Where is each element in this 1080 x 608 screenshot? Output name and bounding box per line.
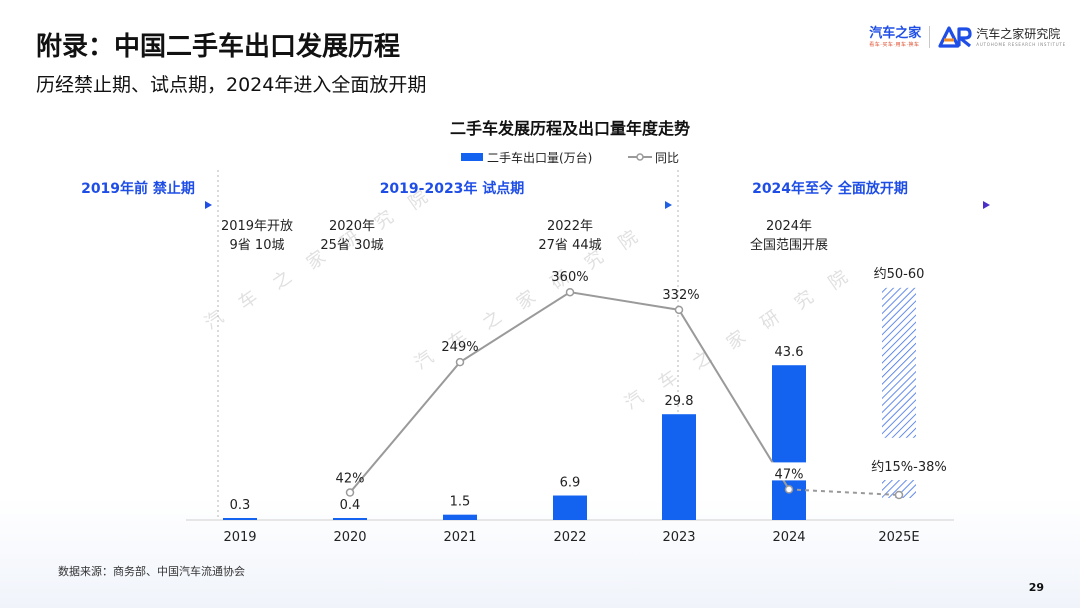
yoy-value-label: 42%	[336, 472, 365, 487]
legend-line-label: 同比	[655, 151, 679, 165]
bar-value-label: 29.8	[665, 394, 694, 409]
yoy-estimate-line	[788, 488, 900, 496]
annotation-text: 25省 30城	[320, 238, 383, 253]
x-tick-label: 2023	[662, 530, 695, 545]
watermark-char: 研	[757, 307, 784, 335]
bar-estimate-lower-2025E	[882, 480, 916, 498]
background-decoration	[0, 498, 1080, 608]
annotation-text: 全国范围开展	[750, 237, 828, 253]
chart-legend: 二手车出口量(万台) 同比	[461, 150, 679, 165]
x-tick-label: 2021	[443, 530, 476, 545]
yoy-point-2024	[784, 485, 794, 494]
phase-label-3: 2024年至今 全面放开期	[752, 180, 908, 197]
bar-2022	[553, 495, 587, 520]
watermark-char: 之	[689, 347, 716, 375]
x-tick-label: 2019	[223, 530, 256, 545]
yoy-value-label: 332%	[662, 288, 699, 303]
yoy-point-2020	[345, 488, 355, 497]
annotation-text: 2024年	[766, 219, 812, 234]
annotation-text: 9省 10城	[230, 238, 285, 253]
bar-2019	[223, 518, 257, 520]
bar-value-label: 6.9	[560, 476, 581, 491]
phase-label-1: 2019年前 禁止期	[81, 180, 195, 197]
phase-label-2: 2019-2023年 试点期	[380, 180, 525, 197]
watermark-char: 院	[615, 227, 642, 255]
phase-timeline: 2019年前 禁止期 2019-2023年 试点期 2024年至今 全面放开期	[64, 170, 990, 520]
phase-annotations: 2019年开放 9省 10城 2020年 25省 30城 2022年 27省 44城 202…	[221, 219, 828, 253]
bar-2020	[333, 518, 367, 520]
brand-logos: 汽车之家 看车·买车·用车·换车 汽车之家研究院 AUTOHOME RESEAR…	[869, 20, 1066, 54]
bar-2023	[662, 414, 696, 520]
bar-estimate-upper-2025E	[882, 287, 916, 438]
plot-area: 2019 2020 2021 2022 2023 2024 2025E 0.3 0.4 1.5 6.…	[186, 267, 954, 545]
watermark-char: 家	[513, 287, 540, 315]
x-tick-label: 2022	[553, 530, 586, 545]
page-number: 29	[1028, 581, 1044, 594]
autohome-logo: 汽车之家 看车·买车·用车·换车	[869, 27, 921, 48]
page-title: 附录：中国二手车出口发展历程	[36, 32, 401, 62]
research-institute-logo: 汽车之家研究院 AUTOHOME RESEARCH INSTITUTE	[938, 26, 1066, 48]
bar-2024	[772, 365, 806, 520]
phase-arrow-head	[983, 201, 990, 209]
bar-2021	[443, 514, 477, 520]
research-institute-subtitle: AUTOHOME RESEARCH INSTITUTE	[976, 41, 1066, 47]
watermark-char: 家	[723, 327, 750, 355]
watermark-char: 汽	[201, 307, 228, 335]
watermark-char: 车	[235, 287, 262, 315]
legend-bar-swatch	[461, 153, 483, 161]
yoy-value-label: 360%	[551, 270, 588, 285]
watermark-char: 之	[479, 307, 506, 335]
autohome-logo-name: 汽车之家	[869, 25, 922, 41]
x-tick-label: 2020	[333, 530, 366, 545]
x-tick-label: 2024	[772, 530, 805, 545]
research-institute-name: 汽车之家研究院	[976, 26, 1061, 41]
yoy-value-label: 47%	[775, 467, 804, 482]
ar-logo-icon	[938, 26, 972, 48]
bar-estimate-label: 约50-60	[874, 267, 925, 282]
watermark-char: 院	[825, 267, 852, 295]
yoy-point-2022	[565, 287, 575, 297]
yoy-estimate-label: 约15%-38%	[871, 460, 946, 475]
legend-bar-label: 二手车出口量(万台)	[487, 150, 592, 165]
watermark-char: 汽	[621, 387, 648, 415]
brand-divider	[929, 26, 931, 48]
autohome-logo-tagline: 看车·买车·用车·换车	[869, 41, 920, 48]
x-tick-label: 2025E	[878, 530, 919, 545]
annotation-text: 27省 44城	[538, 238, 601, 253]
yoy-point-2021	[455, 357, 465, 367]
bar-value-label: 1.5	[450, 495, 471, 510]
yoy-point-2023	[674, 305, 684, 315]
page-subtitle: 历经禁止期、试点期，2024年进入全面放开期	[36, 74, 427, 96]
yoy-point-2025E	[894, 490, 904, 500]
phase-arrow-head	[205, 201, 212, 209]
watermark-char: 之	[269, 267, 296, 295]
legend-line-marker	[636, 153, 644, 161]
annotation-text: 2020年	[329, 219, 375, 234]
yoy-line	[349, 291, 790, 494]
watermark-char: 究	[791, 287, 818, 315]
annotation-text: 2022年	[547, 219, 593, 234]
bar-value-label: 43.6	[775, 345, 804, 360]
bar-value-label: 0.3	[230, 498, 251, 513]
watermark-char: 汽	[411, 347, 438, 375]
bar-value-label: 0.4	[340, 498, 361, 513]
yoy-label-bg	[770, 462, 808, 481]
yoy-value-label: 249%	[441, 340, 478, 355]
phase-arrow-head	[665, 201, 672, 209]
annotation-text: 2019年开放	[221, 219, 293, 234]
data-source: 数据来源：商务部、中国汽车流通协会	[58, 565, 245, 578]
chart-title: 二手车发展历程及出口量年度走势	[450, 119, 690, 138]
